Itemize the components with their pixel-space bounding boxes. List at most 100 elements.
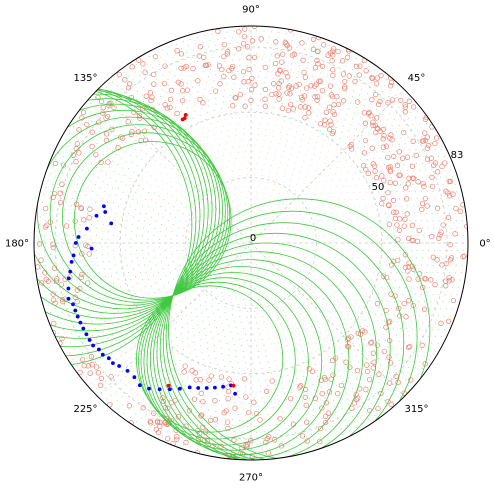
lattice-dot (82, 342, 84, 344)
lattice-dot (217, 67, 219, 69)
lattice-dot (311, 159, 313, 161)
lattice-dot (125, 151, 127, 153)
lattice-dot (409, 307, 411, 309)
lattice-dot (297, 307, 299, 308)
lattice-dot (136, 165, 138, 167)
lattice-dot (151, 369, 153, 370)
lattice-dot (155, 342, 157, 344)
lattice-dot (335, 227, 336, 229)
lattice-dot (419, 315, 420, 317)
lattice-dot (333, 155, 335, 157)
lattice-dot (185, 306, 187, 308)
lattice-dot (456, 250, 458, 251)
lattice-dot (104, 293, 106, 295)
lattice-dot (85, 194, 87, 196)
lattice-dot (106, 86, 108, 88)
red-circle-marker (108, 374, 114, 380)
lattice-dot (356, 106, 358, 108)
red-circle-marker (151, 410, 157, 416)
lattice-dot (155, 52, 157, 54)
lattice-dot (254, 36, 256, 37)
red-circle-marker (335, 48, 341, 55)
lattice-dot (245, 242, 247, 244)
lattice-dot (168, 282, 170, 284)
lattice-dot (378, 293, 380, 295)
red-circle-marker (452, 231, 458, 237)
red-circle-marker (420, 180, 426, 187)
lattice-dot (301, 166, 303, 168)
lattice-dot (293, 426, 295, 428)
lattice-dot (201, 132, 203, 134)
lattice-dot (217, 151, 219, 152)
lattice-dot (232, 338, 233, 339)
lattice-dot (205, 207, 207, 209)
lattice-dot (439, 250, 441, 251)
red-circle-marker (74, 299, 80, 305)
lattice-dot (219, 168, 221, 170)
lattice-dot (185, 315, 187, 317)
lattice-dot (228, 378, 230, 380)
lattice-dot (363, 379, 365, 381)
lattice-dot (382, 91, 384, 92)
red-circle-marker (385, 189, 391, 196)
red-circle-marker (299, 97, 305, 103)
lattice-dot (231, 270, 233, 272)
lattice-dot (292, 117, 294, 119)
lattice-dot (150, 175, 152, 177)
lattice-dot (143, 398, 145, 400)
red-circle-marker (410, 138, 416, 144)
red-circle-marker (341, 84, 348, 90)
lattice-dot (405, 124, 407, 126)
green-arc (140, 277, 309, 446)
lattice-dot (50, 190, 52, 192)
lattice-dot (300, 36, 302, 38)
lattice-dot (265, 158, 267, 159)
lattice-dot (120, 96, 122, 98)
lattice-dot (232, 308, 234, 310)
red-circle-marker (249, 38, 256, 44)
lattice-dot (421, 335, 423, 337)
red-circle-marker (348, 334, 354, 340)
lattice-dot (383, 205, 384, 207)
lattice-dot (324, 213, 326, 215)
lattice-dot (430, 279, 432, 281)
lattice-dot (223, 299, 225, 301)
lattice-dot (246, 87, 248, 89)
red-circle-marker (263, 439, 269, 445)
red-circle-marker (360, 163, 367, 169)
lattice-dot (259, 180, 261, 182)
lattice-dot (214, 279, 216, 281)
lattice-dot (228, 77, 230, 79)
lattice-dot (462, 250, 464, 251)
lattice-dot (213, 350, 215, 352)
lattice-dot (414, 272, 416, 274)
red-circle-marker (189, 368, 195, 374)
lattice-dot (281, 228, 283, 230)
lattice-dot (71, 332, 72, 334)
red-circle-marker (366, 376, 373, 383)
lattice-dot (74, 339, 76, 341)
lattice-dot (179, 264, 181, 266)
red-circle-marker (434, 169, 441, 175)
lattice-dot (211, 305, 213, 307)
lattice-dot (412, 123, 414, 125)
lattice-dot (441, 336, 443, 337)
red-circle-marker (442, 160, 448, 166)
lattice-dot (368, 87, 370, 89)
red-circle-marker (252, 82, 258, 88)
red-circle-marker (284, 90, 290, 96)
lattice-dot (120, 198, 122, 200)
lattice-dot (343, 413, 345, 415)
lattice-dot (309, 137, 311, 139)
lattice-dot (287, 227, 289, 229)
lattice-dot (191, 56, 193, 58)
lattice-dot (199, 139, 201, 141)
red-circle-marker (245, 79, 251, 85)
lattice-dot (252, 362, 254, 364)
lattice-dot (306, 213, 308, 215)
lattice-dot (159, 172, 161, 174)
lattice-dot (248, 162, 250, 164)
lattice-dot (268, 228, 270, 230)
lattice-dot (281, 209, 283, 210)
